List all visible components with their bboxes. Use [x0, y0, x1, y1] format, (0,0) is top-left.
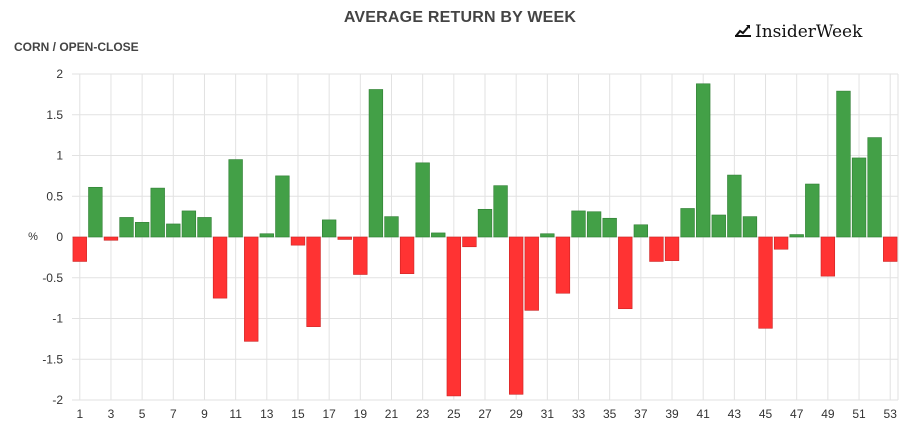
y-tick-label: 0 — [56, 230, 63, 244]
bar-week-28 — [493, 185, 508, 238]
bars — [72, 83, 898, 397]
bar-week-6 — [150, 187, 165, 238]
y-axis-ticks: 2 1.5 1 0.5 0 -0.5 -1 -1.5 -2 — [42, 67, 63, 407]
bar-week-32 — [555, 236, 571, 294]
brand-logo[interactable]: InsiderWeek — [735, 22, 862, 42]
bar-week-14 — [275, 175, 290, 238]
x-tick-label: 31 — [541, 407, 555, 421]
bar-week-18 — [337, 236, 352, 240]
bar-week-3 — [103, 236, 119, 241]
bar-week-46 — [773, 236, 789, 250]
bar-week-9 — [197, 217, 212, 238]
x-tick-label: 3 — [108, 407, 115, 421]
bar-week-49 — [820, 236, 836, 277]
bar-week-17 — [321, 219, 337, 238]
x-tick-label: 7 — [170, 407, 177, 421]
x-tick-label: 15 — [291, 407, 305, 421]
bar-week-16 — [306, 236, 321, 327]
x-tick-label: 11 — [229, 407, 242, 421]
x-tick-label: 13 — [260, 407, 274, 421]
bar-week-23 — [415, 162, 430, 238]
bar-week-30 — [524, 236, 539, 311]
bar-week-1 — [72, 236, 87, 262]
bar-week-42 — [711, 214, 726, 238]
y-tick-label: -2 — [52, 393, 63, 407]
bar-week-34 — [586, 211, 602, 238]
bar-week-43 — [727, 174, 742, 238]
bar-week-20 — [368, 89, 384, 238]
brand-name: InsiderWeek — [755, 22, 863, 42]
x-tick-label: 21 — [385, 407, 399, 421]
bar-week-25 — [446, 236, 461, 397]
bar-week-31 — [540, 233, 555, 238]
bar-week-7 — [166, 223, 181, 238]
y-tick-label: -1.5 — [42, 352, 63, 366]
x-tick-label: 25 — [447, 407, 461, 421]
x-tick-label: 49 — [821, 407, 835, 421]
bar-week-22 — [399, 236, 415, 274]
bar-week-35 — [602, 217, 617, 238]
chart-subtitle: CORN / OPEN-CLOSE — [14, 40, 139, 54]
bar-week-51 — [851, 157, 867, 238]
bar-week-36 — [618, 236, 633, 310]
bar-week-39 — [664, 236, 680, 261]
bar-week-26 — [462, 236, 477, 248]
bar-week-29 — [509, 236, 524, 395]
bar-week-13 — [259, 233, 274, 238]
y-tick-label: -0.5 — [42, 271, 63, 285]
bar-week-53 — [883, 236, 898, 262]
bar-week-27 — [477, 208, 493, 238]
x-tick-label: 47 — [790, 407, 804, 421]
bar-week-44 — [742, 216, 758, 238]
y-tick-label: 1 — [56, 149, 63, 163]
x-tick-label: 35 — [603, 407, 617, 421]
y-tick-label: -1 — [52, 312, 63, 326]
bar-week-12 — [244, 236, 259, 342]
x-tick-label: 23 — [416, 407, 430, 421]
x-tick-label: 19 — [354, 407, 368, 421]
x-tick-label: 41 — [697, 407, 711, 421]
x-tick-label: 53 — [884, 407, 898, 421]
y-tick-label: 1.5 — [46, 108, 63, 122]
bar-week-50 — [836, 90, 851, 238]
x-tick-label: 39 — [665, 407, 679, 421]
bar-week-41 — [696, 83, 711, 238]
x-tick-label: 51 — [852, 407, 866, 421]
x-tick-label: 27 — [478, 407, 492, 421]
x-tick-label: 9 — [201, 407, 208, 421]
bar-week-24 — [431, 232, 446, 238]
y-tick-label: 0.5 — [46, 189, 63, 203]
bar-week-37 — [633, 224, 649, 238]
bar-week-10 — [212, 236, 228, 299]
bar-week-21 — [384, 216, 399, 238]
bar-week-33 — [571, 210, 586, 238]
chart-title: AVERAGE RETURN BY WEEK — [343, 9, 577, 26]
x-tick-label: 1 — [76, 407, 83, 421]
x-tick-label: 5 — [139, 407, 146, 421]
bar-week-8 — [181, 210, 197, 238]
bar-week-15 — [290, 236, 306, 246]
bar-week-40 — [680, 208, 695, 238]
bar-week-47 — [789, 234, 804, 238]
bar-week-48 — [805, 183, 820, 238]
bar-week-19 — [353, 236, 368, 275]
x-tick-label: 43 — [728, 407, 742, 421]
y-axis-label: % — [28, 231, 38, 243]
y-tick-label: 2 — [56, 67, 63, 81]
bar-week-4 — [119, 217, 134, 238]
bar-week-11 — [228, 159, 243, 238]
bar-week-5 — [134, 222, 150, 238]
bar-week-45 — [758, 236, 773, 329]
x-axis-ticks: 1 3 5 7 9 11 13 15 17 19 21 23 25 27 29 31 33 35 37 39 41 43 4… — [76, 407, 897, 421]
bar-week-52 — [867, 137, 882, 238]
x-tick-label: 17 — [322, 407, 336, 421]
chart-trend-icon — [735, 23, 751, 42]
bar-week-38 — [649, 236, 664, 262]
x-tick-label: 45 — [759, 407, 773, 421]
x-tick-label: 29 — [509, 407, 523, 421]
x-tick-label: 33 — [572, 407, 586, 421]
bar-week-2 — [88, 186, 103, 238]
x-tick-label: 37 — [634, 407, 648, 421]
